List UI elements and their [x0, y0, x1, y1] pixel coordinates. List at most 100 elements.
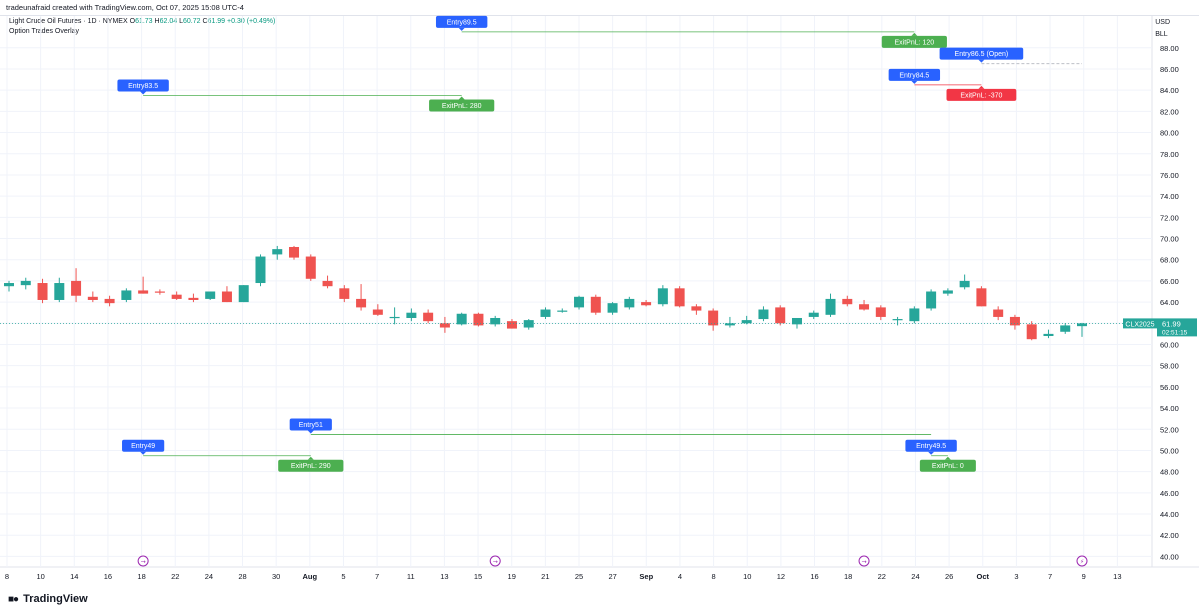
y-tick-label: 40.00: [1160, 552, 1179, 561]
y-tick-label: 80.00: [1160, 129, 1179, 138]
trade-entry-label-box: [117, 79, 169, 92]
symbol-name[interactable]: Light Crude Oil Futures · 1D · NYMEX: [9, 18, 128, 25]
candle-body: [926, 291, 937, 309]
close-value: 61.99: [207, 18, 226, 25]
candle-body: [221, 291, 232, 303]
candle-body: [758, 309, 769, 320]
candle-body: [305, 256, 316, 279]
x-tick-label: 21: [541, 572, 549, 581]
y-tick-label: 72.00: [1160, 213, 1179, 222]
footer: ■● TradingView: [8, 593, 88, 605]
candle-body: [356, 298, 367, 308]
candle-body: [1026, 324, 1037, 340]
candle-body: [456, 313, 467, 325]
trade-exit-label: ExitPnL: -370: [960, 92, 1002, 99]
candle-body: [942, 290, 953, 294]
trade-entry-label-box: [122, 439, 165, 452]
currency-label[interactable]: USD BLL: [1155, 17, 1170, 41]
close-key: C: [202, 18, 208, 25]
candle-body: [272, 249, 283, 255]
candle-body: [674, 288, 685, 307]
candle-body: [607, 303, 618, 313]
x-tick-label: 24: [911, 572, 919, 581]
trade-entry-label-box: [289, 418, 332, 431]
y-tick-label: 84.00: [1160, 86, 1179, 95]
candle-body: [37, 283, 48, 300]
y-tick-label: 88.00: [1160, 44, 1179, 53]
candle-body: [540, 309, 551, 317]
trade-exit-label-box: [946, 88, 1017, 101]
high-key: H: [154, 18, 160, 25]
candle-body: [523, 320, 534, 328]
candle-body: [389, 316, 400, 319]
candle-body: [741, 320, 752, 324]
countdown-timer: 02:51:15: [1162, 329, 1188, 336]
x-tick-label: Sep: [639, 572, 653, 581]
trade-exit-label: ExitPnL: 120: [894, 39, 934, 46]
x-tick-label: 26: [945, 572, 953, 581]
x-tick-label: Aug: [303, 572, 318, 581]
candle-body: [1060, 325, 1071, 332]
candle-body: [641, 302, 652, 306]
trade-entry-label-box: [888, 68, 941, 81]
trade-exit-label-box: [429, 99, 495, 112]
x-tick-label: 8: [5, 572, 9, 581]
candle-body: [205, 291, 216, 299]
x-tick-label: 27: [608, 572, 616, 581]
trade-exit-label: ExitPnL: 290: [291, 463, 331, 470]
candle-body: [557, 310, 568, 312]
trade-exit-label-pointer: [458, 96, 465, 100]
candle-body: [171, 294, 182, 299]
candle-body: [238, 285, 249, 303]
footer-brand: TradingView: [23, 593, 88, 605]
x-tick-label: 9: [1082, 572, 1086, 581]
x-tick-label: 24: [205, 572, 213, 581]
candle-body: [372, 309, 383, 315]
trade-entry-label: Entry83.5: [128, 83, 158, 90]
price-tag-bg: [1157, 318, 1197, 337]
y-tick-label: 68.00: [1160, 256, 1179, 265]
low-value: 60.72: [183, 18, 201, 25]
trade-entry-label-pointer: [307, 430, 314, 434]
event-marker-icon: [489, 555, 501, 567]
candle-body: [406, 312, 417, 318]
candle-body: [506, 321, 517, 329]
candle-body: [574, 296, 585, 308]
symbol-legend[interactable]: Light Crude Oil Futures · 1D · NYMEX O61…: [9, 17, 275, 37]
trade-exit-label-pointer: [307, 456, 314, 460]
x-tick-label: 25: [575, 572, 583, 581]
x-tick-label: 15: [474, 572, 482, 581]
trade-entry-label-pointer: [928, 451, 935, 455]
candle-body: [138, 290, 149, 294]
overlay-indicator-name[interactable]: Option Trades Overlay: [9, 28, 80, 35]
candle-body: [624, 298, 635, 308]
candlestick-chart[interactable]: 40.00 42.00 44.00 46.00 48.00 50.00 52.00 54.00…: [0, 0, 1200, 590]
trade-entry-label: Entry89.5: [447, 19, 477, 26]
low-key: L: [179, 18, 183, 25]
candle-body: [724, 323, 735, 326]
candle-body: [859, 304, 870, 310]
event-marker-glyph: →: [141, 559, 146, 566]
currency-unit: BLL: [1155, 31, 1168, 38]
event-marker-glyph: ⚡: [1080, 559, 1084, 566]
trade-entry-label: Entry49.5: [916, 443, 946, 450]
x-tick-label: 3: [1014, 572, 1018, 581]
trade-exit-label-pointer: [944, 456, 951, 460]
candle-body: [775, 307, 786, 324]
trade-entry-label-box: [939, 47, 1024, 60]
y-tick-label: 52.00: [1160, 425, 1179, 434]
candle-body: [892, 319, 903, 321]
x-tick-label: 28: [238, 572, 246, 581]
open-key: O: [129, 18, 136, 25]
trade-exit-label-box: [881, 35, 947, 48]
x-tick-label: 7: [1048, 572, 1052, 581]
candle-body: [255, 256, 266, 284]
trade-entry-label-box: [435, 15, 488, 28]
candle-body: [473, 313, 484, 326]
trade-exit-label: ExitPnL: 280: [442, 103, 482, 110]
trade-exit-label-box: [919, 459, 976, 472]
candle-body: [339, 288, 350, 299]
chart-frame: [0, 15, 1199, 586]
open-value: 61.73: [135, 18, 153, 25]
candle-body: [289, 246, 300, 258]
